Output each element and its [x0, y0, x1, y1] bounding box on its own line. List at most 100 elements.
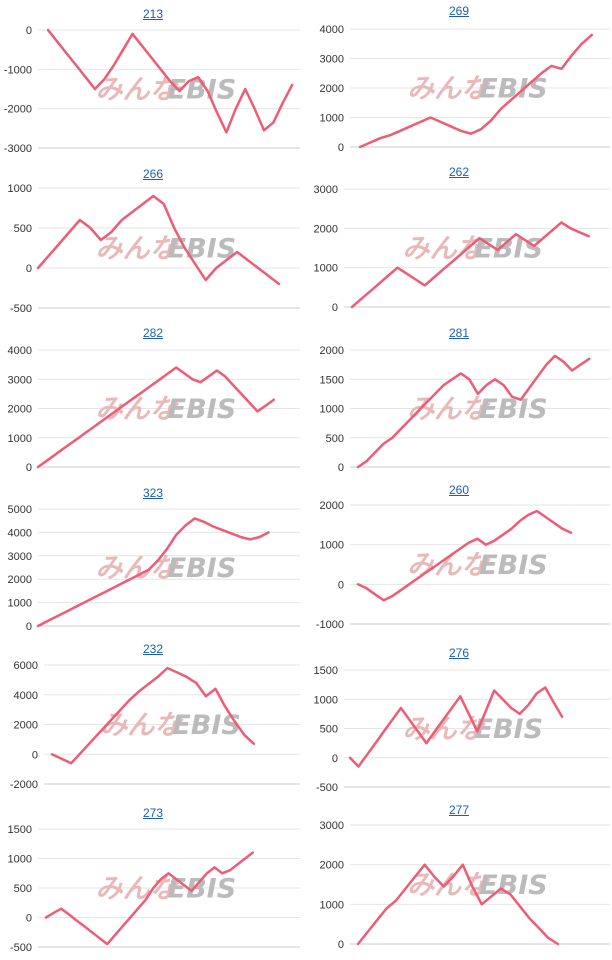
- chart-panel-232: 232 6000 4000 2000 0 -2000 みんな EBIS: [0, 640, 306, 800]
- y-tick-label: 1000: [8, 598, 32, 610]
- y-tick-label: 1000: [8, 433, 32, 445]
- y-tick-label: 1000: [320, 404, 344, 416]
- chart-title-link[interactable]: 269: [448, 4, 470, 18]
- y-tick-label: 500: [320, 724, 338, 736]
- y-tick-label: 0: [26, 621, 32, 633]
- y-tick-label: 0: [338, 579, 344, 591]
- watermark-logo-text: EBIS: [479, 550, 548, 581]
- y-tick-label: 2000: [14, 720, 38, 732]
- chart-panel-269: 269 4000 3000 2000 1000 0 みんな EBIS: [306, 0, 612, 160]
- chart-panel-323: 323 5000 4000 3000 2000 1000 0 みんな EBIS: [0, 480, 306, 640]
- chart-panel-213: 213 0 -1000 -2000 -3000 みんな EBIS: [0, 0, 306, 160]
- chart-title-link[interactable]: 262: [448, 165, 470, 179]
- y-tick-label: 2000: [320, 500, 344, 512]
- y-tick-label: 1000: [314, 694, 338, 706]
- y-tick-label: 1000: [320, 899, 344, 911]
- chart-panel-262: 262 3000 2000 1000 0 みんな EBIS: [306, 160, 612, 320]
- y-tick-label: 2000: [320, 860, 344, 872]
- y-tick-label: -1000: [4, 64, 32, 76]
- watermark-logo-text: みんな: [96, 234, 180, 265]
- y-tick-label: 2000: [320, 345, 344, 357]
- y-tick-label: 1000: [8, 183, 32, 195]
- watermark-logo-text: EBIS: [475, 714, 544, 745]
- chart-title-link[interactable]: 281: [448, 326, 470, 340]
- chart-panel-273: 273 1500 1000 500 0 -500 みんな EBIS: [0, 800, 306, 960]
- y-tick-label: -1000: [316, 619, 344, 631]
- y-tick-label: -2000: [4, 104, 32, 116]
- y-tick-label: 4000: [14, 690, 38, 702]
- chart-title-link[interactable]: 232: [142, 642, 164, 656]
- series-line: [350, 221, 590, 309]
- y-tick-label: 1500: [314, 665, 338, 677]
- y-tick-label: 1000: [314, 263, 338, 275]
- chart-title-link[interactable]: 260: [448, 483, 470, 497]
- y-tick-label: -2000: [10, 779, 38, 791]
- y-tick-label: 3000: [320, 820, 344, 832]
- chart-title-link[interactable]: 276: [448, 646, 470, 660]
- y-tick-label: 6000: [14, 660, 38, 672]
- chart-title-link[interactable]: 273: [142, 806, 164, 820]
- y-tick-label: 2000: [314, 223, 338, 235]
- y-tick-label: 3000: [320, 54, 344, 66]
- y-tick-label: 3000: [8, 374, 32, 386]
- y-tick-label: 2000: [320, 83, 344, 95]
- series-line: [356, 354, 591, 469]
- y-tick-label: 1000: [320, 113, 344, 125]
- chart-title-link[interactable]: 323: [142, 486, 164, 500]
- watermark-logo-text: みんな: [407, 73, 491, 104]
- series-line: [348, 686, 564, 768]
- watermark-logo-text: みんな: [96, 553, 180, 584]
- watermark-logo-text: みんな: [96, 74, 180, 105]
- chart-title-link[interactable]: 213: [142, 7, 164, 21]
- chart-title-link[interactable]: 282: [142, 326, 164, 340]
- series-line: [36, 366, 276, 469]
- y-tick-label: 0: [26, 263, 32, 275]
- chart-panel-281: 281 2000 1500 1000 500 0 みんな EBIS: [306, 320, 612, 480]
- chart-title-link[interactable]: 277: [448, 803, 470, 817]
- y-tick-label: -500: [10, 942, 32, 954]
- series-line: [356, 509, 573, 602]
- y-tick-label: 5000: [8, 504, 32, 516]
- series-line: [36, 517, 270, 628]
- chart-panel-276: 276 1500 1000 500 0 -500 みんな EBIS: [306, 640, 612, 800]
- watermark-logo-text: EBIS: [168, 394, 237, 425]
- y-tick-label: 0: [338, 462, 344, 474]
- chart-title-link[interactable]: 266: [142, 167, 164, 181]
- y-tick-label: 1000: [8, 854, 32, 866]
- y-tick-label: 1500: [8, 824, 32, 836]
- y-tick-label: 1000: [320, 540, 344, 552]
- watermark-logo-text: EBIS: [168, 553, 237, 584]
- y-tick-label: 4000: [8, 345, 32, 357]
- chart-panel-260: 260 2000 1000 0 -1000 みんな EBIS: [306, 480, 612, 640]
- y-tick-label: 0: [26, 913, 32, 925]
- y-tick-label: 0: [332, 302, 338, 314]
- y-tick-label: 500: [326, 433, 344, 445]
- y-tick-label: 2000: [8, 574, 32, 586]
- series-line: [50, 666, 256, 765]
- watermark-logo-text: みんな: [403, 233, 487, 264]
- series-line: [44, 851, 255, 946]
- y-tick-label: 1500: [320, 374, 344, 386]
- y-tick-label: 0: [338, 939, 344, 951]
- y-tick-label: 0: [338, 142, 344, 154]
- y-tick-label: 0: [32, 749, 38, 761]
- watermark-logo-text: みんな: [96, 394, 180, 425]
- chart-panel-277: 277 3000 2000 1000 0 みんな EBIS: [306, 800, 612, 960]
- y-tick-label: 0: [26, 462, 32, 474]
- chart-panel-266: 266 1000 500 0 -500 みんな EBIS: [0, 160, 306, 320]
- y-tick-label: 0: [26, 25, 32, 37]
- y-tick-label: 500: [14, 883, 32, 895]
- series-line: [46, 28, 294, 134]
- y-tick-label: -3000: [4, 143, 32, 155]
- watermark-logo-text: EBIS: [479, 394, 548, 425]
